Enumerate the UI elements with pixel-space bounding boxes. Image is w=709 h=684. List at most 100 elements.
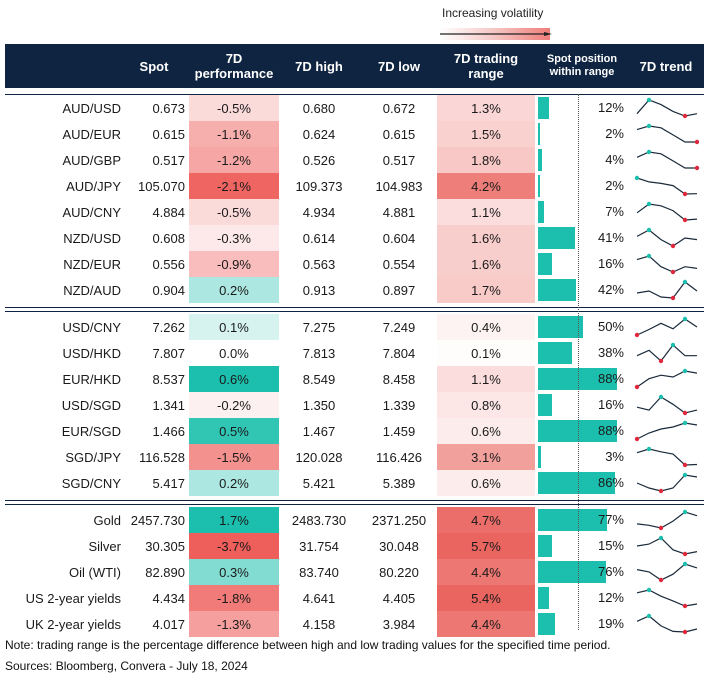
high-value: 4.158 (302, 616, 336, 632)
spot-position-bar (538, 97, 549, 119)
trend-min-marker (658, 577, 664, 583)
spot-value: 5.417 (152, 475, 185, 491)
spot-position-bar (538, 509, 608, 531)
trend-max-marker (646, 446, 652, 452)
trend-line (636, 344, 697, 362)
trend-min-marker (682, 217, 688, 223)
spot-position-cell: 76% (535, 559, 629, 585)
trend-min-marker (634, 384, 640, 390)
spot-position-cell: 12% (535, 585, 629, 611)
table-row: SGD/JPY 116.528 -1.5% 120.028 116.426 3.1% 3% (5, 444, 704, 470)
trend-sparkline (633, 366, 701, 392)
table-row: AUD/GBP 0.517 -1.2% 0.526 0.517 1.8% 4% (5, 147, 704, 173)
trend-min-marker (694, 139, 700, 145)
trading-range-value: 0.6% (437, 418, 535, 444)
volatility-arrow-icon (440, 32, 552, 36)
row-label: AUD/USD (62, 100, 121, 116)
trend-max-marker (670, 342, 676, 348)
spot-value: 0.608 (152, 230, 185, 246)
spot-position-percent: 2% (605, 126, 624, 141)
trend-min-marker (670, 295, 676, 301)
spot-position-bar (538, 123, 540, 145)
high-value: 31.754 (299, 538, 339, 554)
high-value: 7.275 (302, 319, 336, 335)
trend-max-marker (646, 149, 652, 155)
spot-position-cell: 16% (535, 251, 629, 277)
row-label: USD/CNY (62, 319, 121, 335)
trend-min-marker (682, 113, 688, 119)
range-midpoint-line (578, 94, 579, 630)
trend-sparkline (633, 611, 701, 637)
spot-value: 82.890 (145, 564, 185, 580)
trading-range-value: 1.8% (437, 147, 535, 173)
high-value: 0.680 (302, 100, 336, 116)
spot-position-bar (538, 175, 540, 197)
performance-value: 0.6% (189, 366, 279, 392)
high-value: 83.740 (299, 564, 339, 580)
trend-line (636, 151, 697, 169)
trading-range-value: 1.6% (437, 251, 535, 277)
spot-position-cell: 4% (535, 147, 629, 173)
trend-line (636, 448, 698, 466)
performance-value: -0.5% (189, 95, 279, 121)
trend-max-marker (682, 279, 688, 285)
trend-min-marker (682, 603, 688, 609)
spot-position-cell: 7% (535, 199, 629, 225)
trend-sparkline (633, 507, 701, 533)
table-row: NZD/USD 0.608 -0.3% 0.614 0.604 1.6% 41% (5, 225, 704, 251)
low-value: 7.804 (382, 345, 416, 361)
header-low: 7D low (378, 58, 420, 74)
row-label: EUR/HKD (62, 371, 121, 387)
spot-position-bar (538, 279, 576, 301)
footnote: Note: trading range is the percentage di… (5, 638, 611, 652)
trend-max-marker (646, 587, 652, 593)
spot-position-percent: 4% (605, 152, 624, 167)
spot-value: 8.537 (152, 371, 185, 387)
spot-position-cell: 12% (535, 95, 629, 121)
table-row: Oil (WTI) 82.890 0.3% 83.740 80.220 4.4% 76% (5, 559, 704, 585)
spot-position-cell: 42% (535, 277, 629, 303)
performance-value: -1.2% (189, 147, 279, 173)
spot-value: 1.466 (152, 423, 185, 439)
high-value: 1.467 (302, 423, 336, 439)
spot-position-percent: 15% (597, 538, 624, 553)
spot-position-cell: 19% (535, 611, 629, 637)
table-header: Spot 7D performance 7D high 7D low 7D tra… (5, 44, 704, 88)
row-label: AUD/EUR (62, 126, 121, 142)
trend-sparkline (633, 559, 701, 585)
spot-position-percent: 12% (597, 590, 624, 605)
trend-max-marker (682, 420, 688, 426)
performance-value: -1.1% (189, 121, 279, 147)
spot-position-bar (538, 253, 553, 275)
performance-value: -1.3% (189, 611, 279, 637)
low-value: 80.220 (379, 564, 419, 580)
spot-position-percent: 86% (597, 475, 624, 490)
trend-line (636, 511, 698, 529)
trading-range-value: 0.8% (437, 392, 535, 418)
header-high: 7D high (295, 58, 343, 74)
spot-position-percent: 12% (597, 100, 624, 115)
trend-line (636, 177, 698, 195)
spot-value: 1.341 (152, 397, 185, 413)
trend-min-marker (682, 410, 688, 416)
spot-position-percent: 38% (597, 345, 624, 360)
spot-position-cell: 88% (535, 418, 629, 444)
spot-position-cell: 50% (535, 314, 629, 340)
table-row: AUD/JPY 105.070 -2.1% 109.373 104.983 4.2% 2% (5, 173, 704, 199)
trend-max-marker (682, 368, 688, 374)
trend-sparkline (633, 585, 701, 611)
low-value: 0.517 (382, 152, 416, 168)
high-value: 1.350 (302, 397, 336, 413)
spot-position-percent: 2% (605, 178, 624, 193)
trading-range-value: 0.1% (437, 340, 535, 366)
low-value: 0.615 (382, 126, 416, 142)
low-value: 8.458 (382, 371, 416, 387)
performance-value: 0.1% (189, 314, 279, 340)
trend-line (636, 474, 698, 492)
low-value: 30.048 (379, 538, 419, 554)
section-separator (5, 504, 704, 505)
performance-value: -0.9% (189, 251, 279, 277)
low-value: 3.984 (382, 616, 416, 632)
trading-range-value: 3.1% (437, 444, 535, 470)
spot-position-percent: 3% (605, 449, 624, 464)
